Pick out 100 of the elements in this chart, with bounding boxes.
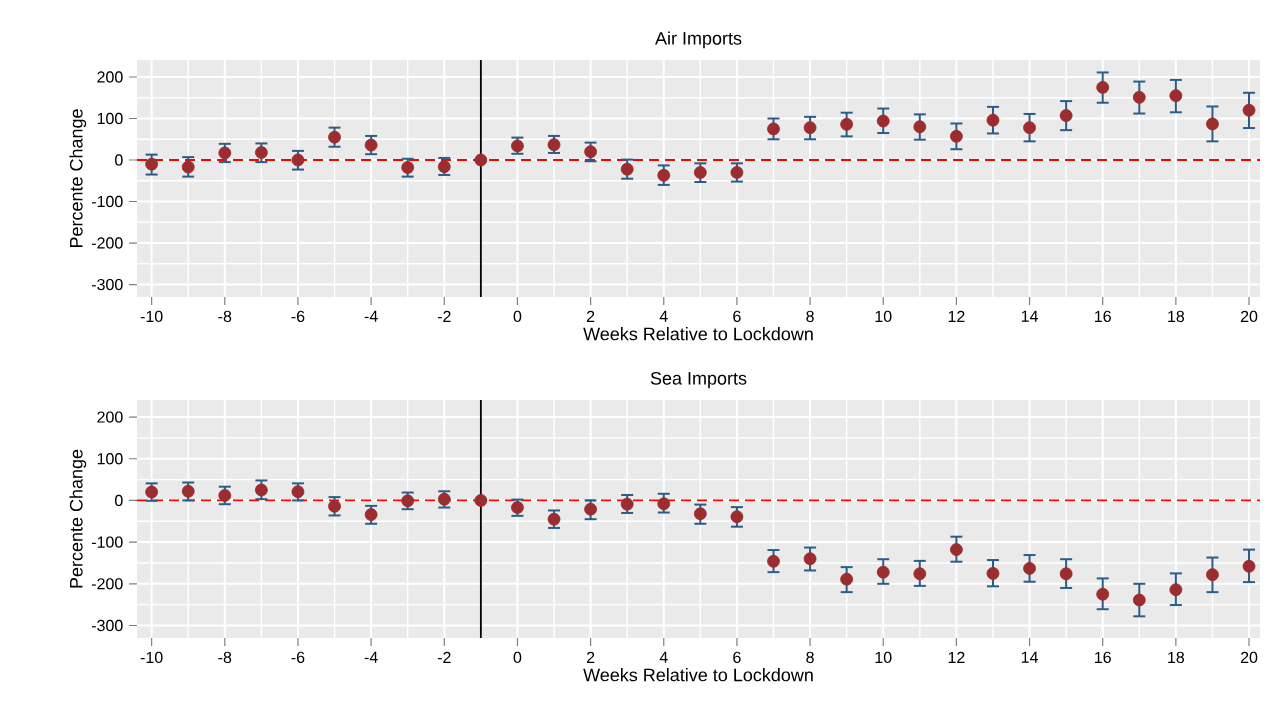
point [1096, 587, 1110, 601]
x-axis-title: Weeks Relative to Lockdown [583, 668, 813, 682]
x-tick-label: 20 [1240, 651, 1258, 664]
point [767, 122, 780, 136]
point [1023, 561, 1036, 575]
point [364, 138, 378, 152]
x-tick-label: 2 [586, 310, 595, 322]
x-tick-label: 6 [733, 310, 741, 323]
y-axis-title: Percente Change [69, 449, 87, 588]
point [840, 572, 854, 586]
point [913, 567, 927, 581]
y-tick-label: -200 [91, 237, 123, 249]
point [949, 129, 963, 143]
y-tick-label: 0 [115, 154, 123, 166]
point [1132, 90, 1146, 104]
x-tick-label: -4 [364, 310, 378, 322]
x-tick-label: -6 [291, 310, 305, 323]
y-tick-label: -300 [91, 619, 123, 632]
point [254, 146, 268, 159]
point [693, 507, 707, 521]
point [1059, 109, 1073, 122]
chart-title: Air Imports [655, 31, 742, 49]
x-tick-label: 8 [806, 651, 814, 664]
y-tick-label: -100 [91, 195, 123, 208]
y-tick-label: 200 [97, 71, 123, 83]
x-tick-label: 0 [513, 310, 522, 323]
y-tick-label: -100 [91, 536, 123, 548]
point [1169, 583, 1183, 597]
point [986, 566, 1000, 580]
x-tick-label: 18 [1168, 651, 1185, 664]
y-tick-label: 100 [97, 453, 123, 465]
x-tick-label: -2 [437, 651, 451, 663]
point [1206, 568, 1219, 582]
point [949, 543, 963, 557]
point [547, 138, 561, 152]
x-tick-label: 6 [733, 651, 741, 664]
x-tick-label: 20 [1240, 310, 1258, 323]
point [1096, 80, 1110, 94]
y-tick-label: 200 [97, 411, 123, 423]
x-tick-label: -2 [437, 310, 451, 322]
y-axis-title: Percente Change [69, 109, 87, 248]
point [876, 565, 890, 579]
point [328, 499, 341, 513]
x-tick-label: -10 [140, 651, 163, 664]
point [657, 168, 671, 182]
point [584, 145, 597, 159]
point [730, 166, 744, 179]
point [254, 483, 268, 497]
x-tick-label: 12 [948, 651, 965, 663]
point [474, 494, 488, 507]
point [181, 484, 195, 498]
point [840, 117, 854, 131]
point [620, 162, 634, 176]
x-tick-label: 10 [875, 310, 892, 323]
x-tick-label: 12 [948, 310, 965, 322]
point [437, 160, 451, 174]
x-tick-label: -8 [218, 310, 232, 323]
point [291, 153, 305, 167]
point [474, 153, 488, 167]
point [401, 161, 415, 174]
y-tick-label: 100 [97, 112, 123, 125]
x-tick-label: 4 [659, 651, 668, 663]
point [181, 160, 195, 174]
point [913, 120, 927, 134]
x-tick-label: 16 [1095, 310, 1111, 323]
point [876, 114, 890, 128]
point [145, 157, 159, 171]
x-tick-label: 16 [1095, 651, 1111, 664]
point [364, 508, 378, 522]
point [1132, 593, 1146, 607]
x-tick-label: 8 [806, 310, 814, 323]
point [803, 121, 817, 135]
point [1206, 117, 1219, 131]
x-tick-label: 2 [586, 651, 595, 663]
x-tick-label: 18 [1168, 310, 1185, 323]
point [803, 552, 817, 566]
point [218, 146, 232, 160]
x-tick-label: 0 [513, 651, 522, 664]
x-tick-label: 4 [659, 310, 668, 322]
point [1059, 567, 1073, 581]
point [1242, 103, 1256, 117]
y-tick-label: -200 [91, 578, 123, 590]
x-axis-title: Weeks Relative to Lockdown [583, 327, 813, 341]
point [986, 113, 1000, 127]
x-tick-label: 10 [875, 651, 892, 664]
x-tick-label: 14 [1021, 651, 1038, 663]
point [730, 510, 744, 524]
point [693, 166, 707, 179]
x-tick-label: -8 [218, 651, 232, 664]
x-tick-label: -10 [140, 310, 163, 323]
point [767, 554, 780, 568]
y-tick-label: -300 [91, 278, 123, 291]
x-tick-label: 14 [1021, 310, 1038, 322]
point [1242, 559, 1256, 573]
x-tick-label: -6 [291, 651, 305, 664]
point [328, 130, 341, 144]
y-tick-label: 0 [115, 494, 123, 507]
point [218, 489, 232, 502]
point [1169, 89, 1183, 103]
x-tick-label: -4 [364, 651, 378, 663]
